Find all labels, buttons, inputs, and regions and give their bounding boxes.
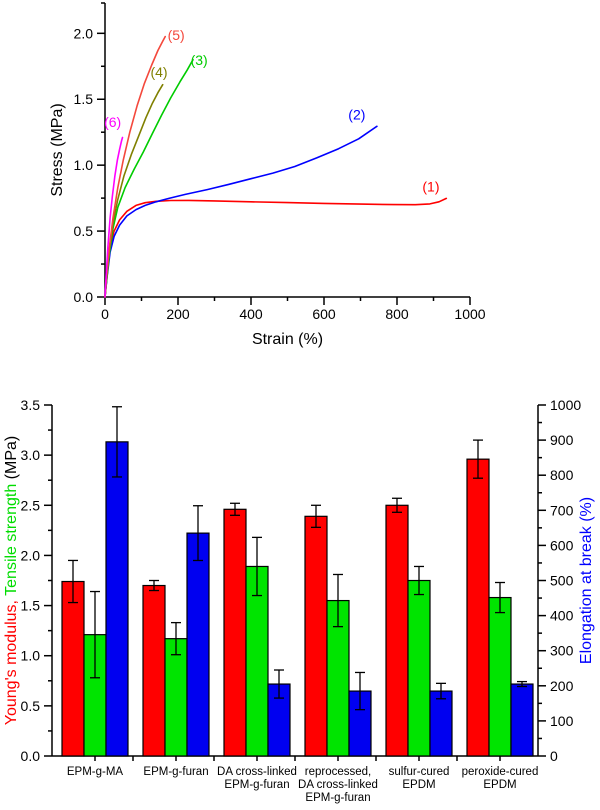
bar-young-s-modulus-1 [142,584,166,757]
x-tick-label: 1000 [454,306,485,322]
bar-elongation-at-break-1 [186,532,210,757]
x-tick-label: 400 [239,306,263,322]
category-label: DA cross-linked EPM-g-furan [217,766,297,791]
right-tick-label: 400 [550,608,574,624]
category-label: reprocessed, DA cross-linked EPM-g-furan [298,766,378,804]
x-tick-label: 600 [312,306,336,322]
y-axis-title: Stress (MPa) [49,103,66,196]
y-tick-label: 1.5 [74,91,94,107]
right-tick-label: 0 [550,748,558,764]
right-tick-label: 500 [550,573,574,589]
bar-elongation-at-break-5 [510,683,534,757]
bar-young-s-modulus-0 [61,580,85,757]
left-axis-title: Young's modulus, Tensile strength (MPa) [3,436,20,725]
bar-young-s-modulus-4 [385,504,409,757]
category-label: sulfur-cured EPDM [389,766,450,791]
right-tick-label: 300 [550,643,574,659]
left-tick-label: 0.0 [21,748,41,764]
category-label: EPM-g-furan [143,766,208,778]
bar-elongation-at-break-4 [429,690,453,757]
y-tick-label: 0.0 [74,289,94,305]
curve-1 [104,197,448,298]
stress-strain-chart: 0 200 400 600 800 1000 0.0 0.5 1.0 1.5 2.0 Strain (… [49,2,486,348]
curve-label-5: (5) [168,27,185,43]
curve-label-3: (3) [191,52,208,68]
bar-tensile-strength-5 [488,596,512,757]
left-tick-label: 3.0 [21,447,41,463]
category-label: EPM-g-MA [67,766,124,778]
bar-tensile-strength-4 [407,579,431,757]
curve-label-2: (2) [348,107,365,123]
curve-5 [104,35,166,298]
bar-tensile-strength-1 [164,638,188,757]
curve-3 [104,58,194,298]
bar-young-s-modulus-2 [223,508,247,757]
curve-6 [104,136,124,298]
x-tick-label: 800 [385,306,409,322]
bar-young-s-modulus-3 [304,515,328,757]
category-label: peroxide-cured EPDM [462,766,539,791]
y-tick-label: 0.5 [74,223,94,239]
right-tick-label: 100 [550,713,574,729]
right-tick-label: 800 [550,467,574,483]
right-tick-label: 1000 [550,397,581,413]
right-tick-label: 700 [550,502,574,518]
y-tick-label: 2.0 [74,25,94,41]
left-tick-label: 2.0 [21,547,41,563]
left-tick-label: 1.5 [21,598,41,614]
x-axis-title: Strain (%) [252,331,323,348]
x-tick-label: 0 [101,306,109,322]
mechanical-properties-bar-chart: 0.0 0.5 1.0 1.5 2.0 2.5 3.0 3.5 0 100 200 300 400 500… [3,397,595,804]
right-tick-label: 200 [550,678,574,694]
curve-label-6: (6) [104,114,121,130]
y-tick-label: 1.0 [74,157,94,173]
curve-label-4: (4) [150,64,167,80]
curve-label-1: (1) [422,179,439,195]
right-tick-label: 600 [550,537,574,553]
left-tick-label: 3.5 [21,397,41,413]
left-tick-label: 2.5 [21,497,41,513]
right-tick-label: 900 [550,432,574,448]
left-tick-label: 1.0 [21,648,41,664]
x-tick-label: 200 [166,306,190,322]
bar-elongation-at-break-0 [105,441,129,757]
left-tick-label: 0.5 [21,698,41,714]
bar-young-s-modulus-5 [466,458,490,757]
right-axis-title: Elongation at break (%) [578,497,595,664]
curve-2 [104,125,378,298]
